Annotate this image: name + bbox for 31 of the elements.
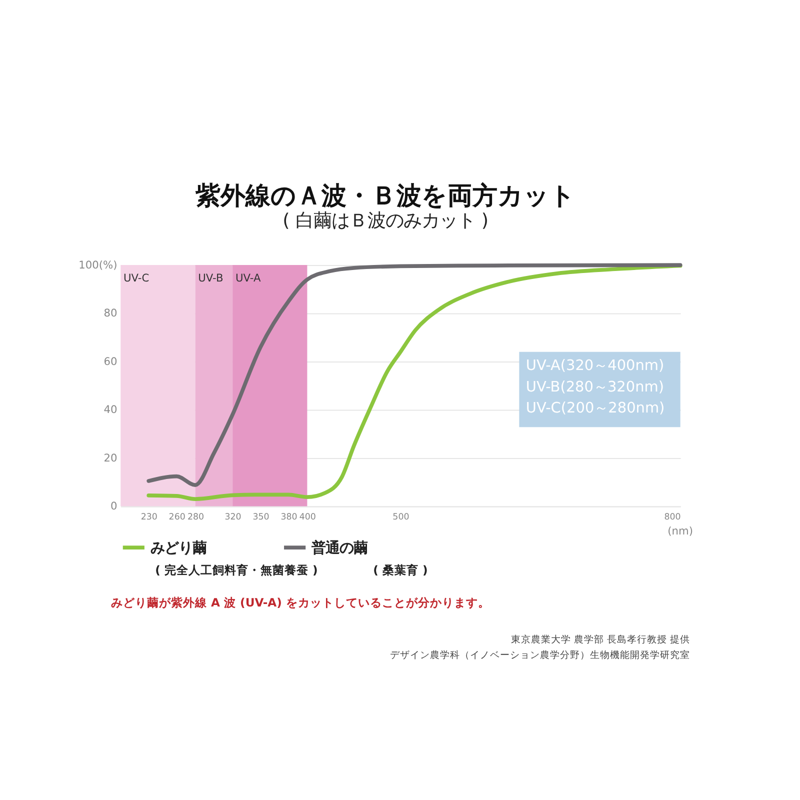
x-tick-label: 320 — [224, 512, 242, 522]
legend-label: 普通の繭 — [310, 539, 368, 556]
legend-label: みどり繭 — [150, 540, 207, 556]
text: ( 桑葉育 ) — [373, 562, 428, 577]
x-tick-label: 800 — [664, 512, 681, 522]
annotation: UV-A(320～400nm) — [526, 358, 664, 374]
y-tick-label: 80 — [104, 306, 118, 320]
x-tick-label: 260 — [168, 512, 186, 522]
text: デザイン農学科（イノベーション農学分野）生物機能開発学研究室 — [390, 648, 690, 661]
x-tick-label: 350 — [252, 512, 270, 522]
text: ( 完全人工飼料育・無菌養蚕 ) — [155, 562, 318, 577]
x-tick-label: 380 — [280, 512, 298, 522]
x-tick-label: 280 — [187, 512, 204, 522]
x-axis-title: (nm) — [668, 524, 694, 538]
annotation: UV-B(280～320nm) — [526, 379, 664, 396]
y-tick-label: 20 — [104, 451, 118, 464]
annotation: UV-C(200～280nm) — [526, 400, 665, 417]
x-tick-label: 230 — [140, 512, 158, 522]
y-tick-label: 60 — [104, 354, 118, 368]
text: みどり繭が紫外線 A 波 (UV-A) をカットしていることが分かります。 — [110, 596, 490, 610]
y-tick-label: 100(%) — [78, 258, 118, 272]
chart-subtitle: ( 白繭はＢ波のみカット ) — [282, 210, 489, 232]
band-label: UV-B — [198, 271, 224, 284]
text: 東京農業大学 農学部 長島孝行教授 提供 — [510, 633, 690, 646]
y-tick-label: 40 — [104, 403, 118, 416]
chart-title: 紫外線のＡ波・Ｂ波を両方カット — [194, 181, 576, 210]
band-label: UV-C — [124, 271, 150, 284]
band-label: UV-A — [235, 271, 262, 284]
y-tick-label: 0 — [110, 500, 118, 513]
x-tick-label: 400 — [299, 512, 316, 522]
x-tick-label: 500 — [392, 512, 410, 522]
